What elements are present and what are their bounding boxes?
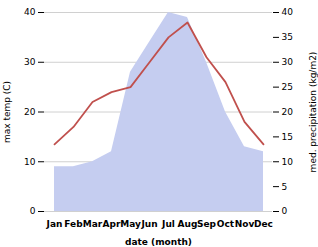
- svg-text:0: 0: [282, 206, 288, 216]
- svg-text:Jan: Jan: [46, 219, 63, 229]
- svg-text:Aug: Aug: [178, 219, 198, 229]
- svg-text:40: 40: [24, 7, 36, 17]
- svg-text:25: 25: [282, 82, 293, 92]
- svg-text:med. precipitation (kg/m2): med. precipitation (kg/m2): [308, 52, 318, 173]
- svg-text:Jul: Jul: [161, 219, 175, 229]
- svg-text:10: 10: [24, 157, 36, 167]
- svg-text:Nov: Nov: [235, 219, 255, 229]
- svg-text:35: 35: [282, 32, 293, 42]
- svg-text:May: May: [120, 219, 141, 229]
- svg-text:15: 15: [282, 132, 293, 142]
- svg-text:Mar: Mar: [83, 219, 103, 229]
- svg-text:Oct: Oct: [217, 219, 235, 229]
- svg-text:Sep: Sep: [197, 219, 217, 229]
- svg-text:5: 5: [282, 182, 288, 192]
- svg-text:date (month): date (month): [125, 237, 192, 247]
- svg-text:20: 20: [282, 107, 294, 117]
- svg-text:Apr: Apr: [103, 219, 121, 229]
- svg-text:max temp (C): max temp (C): [2, 81, 12, 143]
- svg-text:Jun: Jun: [140, 219, 157, 229]
- svg-text:30: 30: [24, 57, 36, 67]
- svg-text:10: 10: [282, 157, 294, 167]
- svg-text:Feb: Feb: [64, 219, 83, 229]
- svg-text:40: 40: [282, 7, 294, 17]
- svg-text:Dec: Dec: [254, 219, 273, 229]
- svg-text:0: 0: [30, 206, 36, 216]
- svg-text:20: 20: [24, 107, 36, 117]
- svg-text:30: 30: [282, 57, 294, 67]
